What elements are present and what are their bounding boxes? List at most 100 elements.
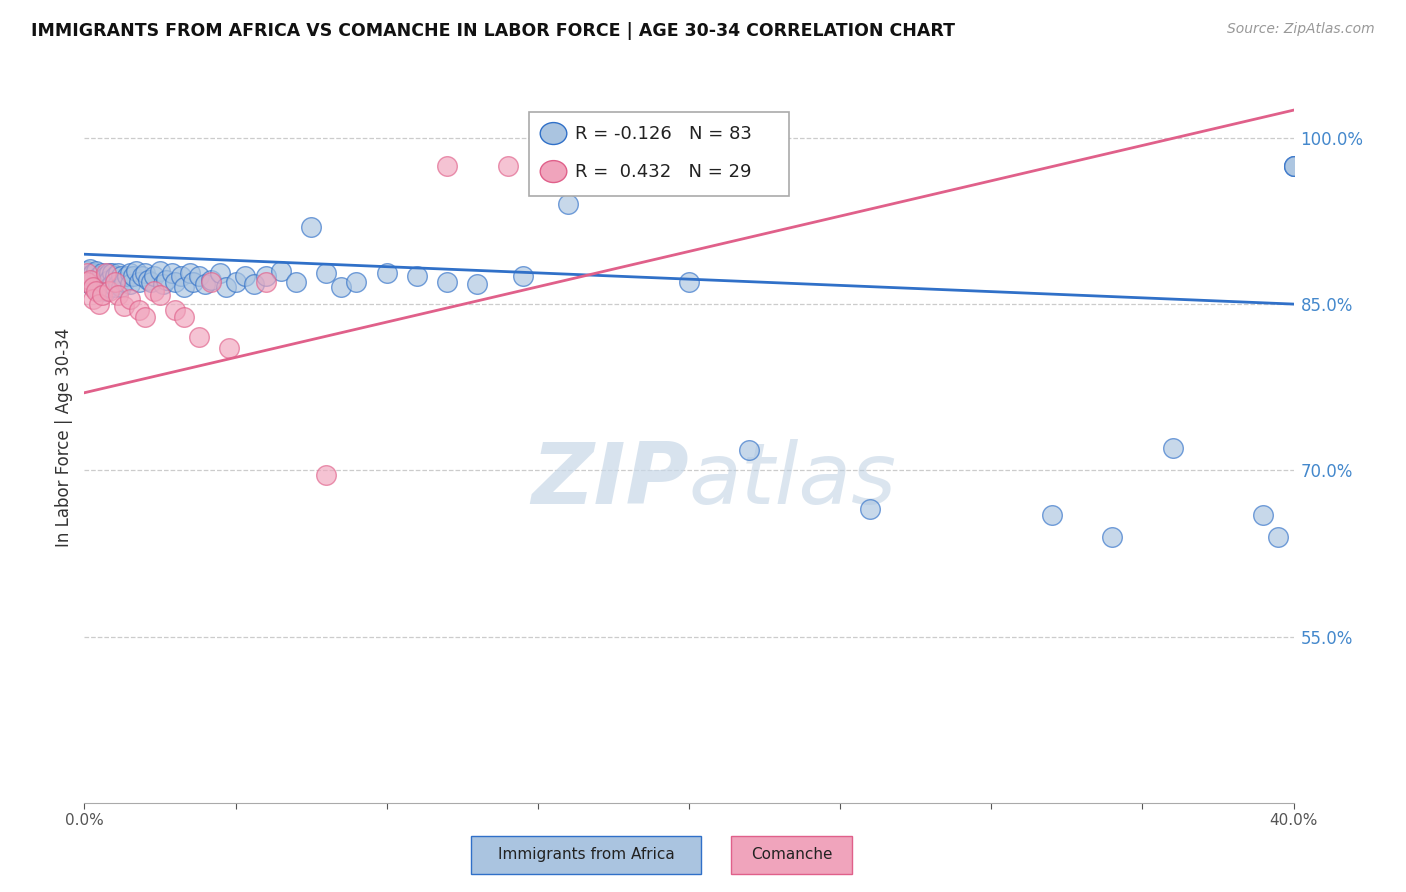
Point (121, 269, 143, 284)
Point (128, 275, 150, 289)
Point (225, 275, 247, 289)
Point (79, 261, 101, 276)
Point (436, 159, 458, 173)
Point (82, 292, 104, 306)
Point (91, 275, 114, 289)
Point (218, 342, 240, 356)
Point (89, 277, 111, 292)
Point (107, 266, 129, 280)
Point (76, 266, 98, 280)
Point (104, 280, 127, 294)
Point (82, 266, 104, 280)
Text: R = -0.126   N = 83: R = -0.126 N = 83 (575, 125, 752, 143)
Point (233, 269, 256, 284)
Point (125, 264, 148, 278)
Point (152, 277, 174, 292)
Point (1253, 508, 1275, 522)
Point (86, 264, 108, 278)
Point (200, 275, 222, 289)
Point (299, 219, 322, 234)
Point (104, 269, 127, 284)
Point (79, 277, 101, 292)
Point (107, 277, 129, 292)
Point (82, 280, 104, 294)
FancyBboxPatch shape (731, 837, 852, 874)
Point (155, 273, 177, 287)
Point (149, 288, 172, 302)
Ellipse shape (540, 122, 567, 145)
Point (86, 275, 108, 289)
Point (160, 266, 183, 280)
Point (76, 275, 98, 289)
Point (330, 280, 353, 294)
Point (89, 297, 111, 311)
Point (110, 269, 132, 284)
Point (89, 284, 111, 298)
Point (179, 266, 201, 280)
Text: ZIP: ZIP (531, 440, 689, 523)
Text: R =  0.432   N = 29: R = 0.432 N = 29 (575, 162, 752, 180)
FancyBboxPatch shape (471, 837, 702, 874)
Text: Comanche: Comanche (751, 847, 832, 862)
Point (617, 159, 640, 173)
Point (134, 310, 156, 325)
Point (142, 269, 165, 284)
Point (1282, 159, 1305, 173)
Point (467, 277, 489, 292)
Point (194, 277, 217, 292)
Point (118, 277, 141, 292)
Point (315, 467, 337, 482)
Point (104, 275, 127, 289)
Point (173, 280, 195, 294)
Point (188, 269, 211, 284)
Point (181, 275, 204, 289)
Point (406, 269, 429, 284)
Point (100, 277, 122, 292)
Point (678, 275, 700, 289)
Point (76, 264, 98, 278)
Point (136, 273, 159, 287)
Point (97, 284, 120, 298)
Point (254, 275, 277, 289)
Point (128, 302, 150, 317)
Point (173, 310, 195, 325)
Point (118, 266, 141, 280)
Point (209, 266, 232, 280)
Point (149, 264, 172, 278)
FancyBboxPatch shape (529, 112, 789, 195)
Point (91, 266, 114, 280)
Point (738, 443, 761, 458)
Point (512, 269, 534, 284)
Point (859, 502, 882, 516)
Point (375, 266, 398, 280)
Point (254, 269, 277, 284)
Point (1161, 441, 1184, 455)
Point (1282, 159, 1305, 173)
Point (557, 197, 579, 211)
Point (82, 280, 104, 294)
Point (200, 273, 222, 287)
Point (94, 266, 117, 280)
Point (142, 284, 165, 298)
Point (94, 275, 117, 289)
Point (91, 288, 114, 302)
Point (86, 284, 108, 298)
Point (315, 266, 337, 280)
Point (97, 273, 120, 287)
Point (1101, 530, 1123, 544)
Point (79, 269, 101, 284)
Point (242, 277, 264, 292)
Point (557, 159, 579, 173)
Point (134, 266, 156, 280)
Point (188, 330, 211, 344)
Point (79, 273, 101, 287)
Ellipse shape (540, 161, 567, 183)
Point (94, 269, 117, 284)
Point (76, 275, 98, 289)
Point (1040, 508, 1063, 522)
Point (1282, 159, 1305, 173)
Point (165, 275, 187, 289)
Point (436, 275, 458, 289)
Text: atlas: atlas (689, 440, 897, 523)
Point (82, 273, 104, 287)
